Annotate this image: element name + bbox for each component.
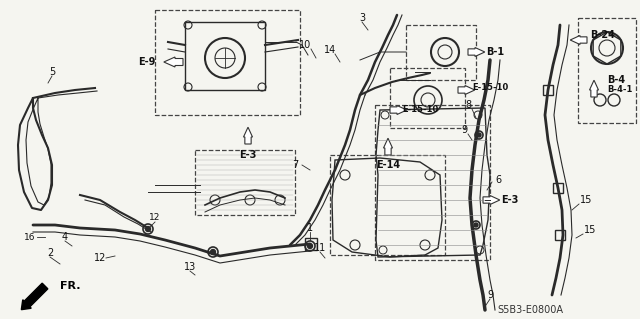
Text: FR.: FR. (60, 281, 80, 291)
Text: 10: 10 (299, 40, 311, 50)
Bar (305, 238, 317, 250)
Text: B-4: B-4 (607, 75, 625, 85)
Polygon shape (383, 138, 392, 155)
Text: 16: 16 (24, 233, 36, 241)
Bar (543, 85, 553, 95)
Bar (185, 22, 265, 90)
Text: E-15-10: E-15-10 (402, 106, 438, 115)
Circle shape (211, 249, 216, 255)
Polygon shape (243, 127, 253, 144)
Text: 7: 7 (292, 160, 298, 170)
Bar (553, 183, 563, 193)
Text: B-4-1: B-4-1 (607, 85, 633, 94)
Text: 3: 3 (359, 13, 365, 23)
Text: S5B3-E0800A: S5B3-E0800A (497, 305, 563, 315)
Text: 5: 5 (49, 67, 55, 77)
Polygon shape (468, 48, 485, 56)
Bar (330, 155, 445, 255)
Text: E-3: E-3 (239, 150, 257, 160)
Polygon shape (483, 196, 500, 204)
Bar (390, 68, 465, 128)
Bar (195, 150, 295, 215)
Bar (155, 10, 300, 115)
Text: 14: 14 (324, 45, 336, 55)
Text: 2: 2 (47, 248, 53, 258)
Circle shape (145, 226, 150, 232)
Text: B-24: B-24 (591, 30, 616, 40)
Text: 12: 12 (94, 253, 106, 263)
Polygon shape (589, 80, 598, 97)
Text: B-1: B-1 (486, 47, 504, 57)
Circle shape (474, 223, 478, 227)
Circle shape (477, 133, 481, 137)
Polygon shape (164, 57, 183, 67)
Polygon shape (570, 35, 587, 44)
Text: 9: 9 (487, 290, 493, 300)
Text: E-15-10: E-15-10 (472, 84, 508, 93)
Text: 8: 8 (465, 100, 471, 110)
Text: 6: 6 (495, 175, 501, 185)
FancyArrow shape (21, 283, 48, 310)
Text: 11: 11 (314, 243, 326, 253)
Text: 4: 4 (62, 232, 68, 242)
Polygon shape (390, 106, 407, 115)
Text: E-14: E-14 (376, 160, 400, 170)
Text: 1: 1 (307, 223, 313, 233)
Text: 13: 13 (184, 262, 196, 272)
Text: 9: 9 (461, 125, 467, 135)
Circle shape (307, 243, 312, 249)
Bar (555, 230, 565, 240)
Bar (375, 105, 490, 260)
Bar (406, 25, 476, 80)
Text: E-3: E-3 (501, 195, 518, 205)
Text: E-9: E-9 (138, 57, 156, 67)
Text: 12: 12 (149, 213, 161, 222)
Text: 15: 15 (584, 225, 596, 235)
Polygon shape (458, 85, 475, 94)
Text: 15: 15 (580, 195, 592, 205)
Bar (578, 18, 636, 123)
